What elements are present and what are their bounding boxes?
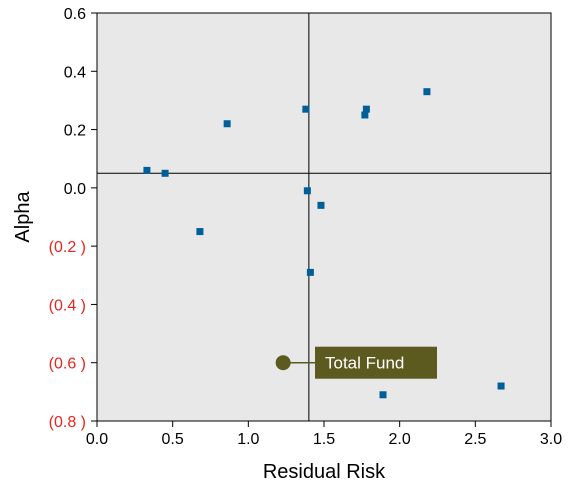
x-tick-label: 0.0 [86,431,108,448]
x-tick-label: 2.5 [464,431,486,448]
x-axis-ticks: 0.0 0.5 1.0 1.5 2.0 2.5 3.0 [86,421,562,448]
x-tick-label: 1.0 [237,431,259,448]
data-point [362,105,370,113]
y-tick-label: (0.4 ) [49,297,86,314]
y-axis-ticks: 0.6 0.4 0.2 0.0 (0.2 ) (0.4 ) (0.6 ) (0.8 ) [49,6,97,431]
data-points [143,88,505,399]
data-point [303,187,311,195]
total-fund-annotation: Total Fund [275,346,437,379]
x-tick-label: 0.5 [162,431,184,448]
y-tick-label: 0.2 [64,123,86,140]
x-axis-title: Residual Risk [263,461,386,483]
data-point [161,169,169,177]
y-tick-label: (0.6 ) [49,356,86,373]
y-tick-label: (0.2 ) [49,239,86,256]
data-point [302,105,310,113]
y-tick-label: 0.0 [64,181,86,198]
data-point [306,268,314,276]
y-tick-label: (0.8 ) [49,414,86,431]
x-tick-label: 3.0 [540,431,562,448]
data-point [379,391,387,399]
data-point [143,166,151,174]
data-point [317,201,325,209]
annotation-label: Total Fund [325,354,404,373]
data-point [361,111,369,119]
data-point [223,120,231,128]
y-axis-title: Alpha [12,191,34,243]
data-point [497,382,505,390]
y-tick-label: 0.4 [64,64,86,81]
x-tick-label: 1.5 [313,431,335,448]
x-tick-label: 2.0 [389,431,411,448]
annotation-label-box [315,346,437,379]
data-point [196,228,204,236]
y-tick-label: 0.6 [64,6,86,23]
data-point [423,88,431,96]
total-fund-point [275,355,291,371]
